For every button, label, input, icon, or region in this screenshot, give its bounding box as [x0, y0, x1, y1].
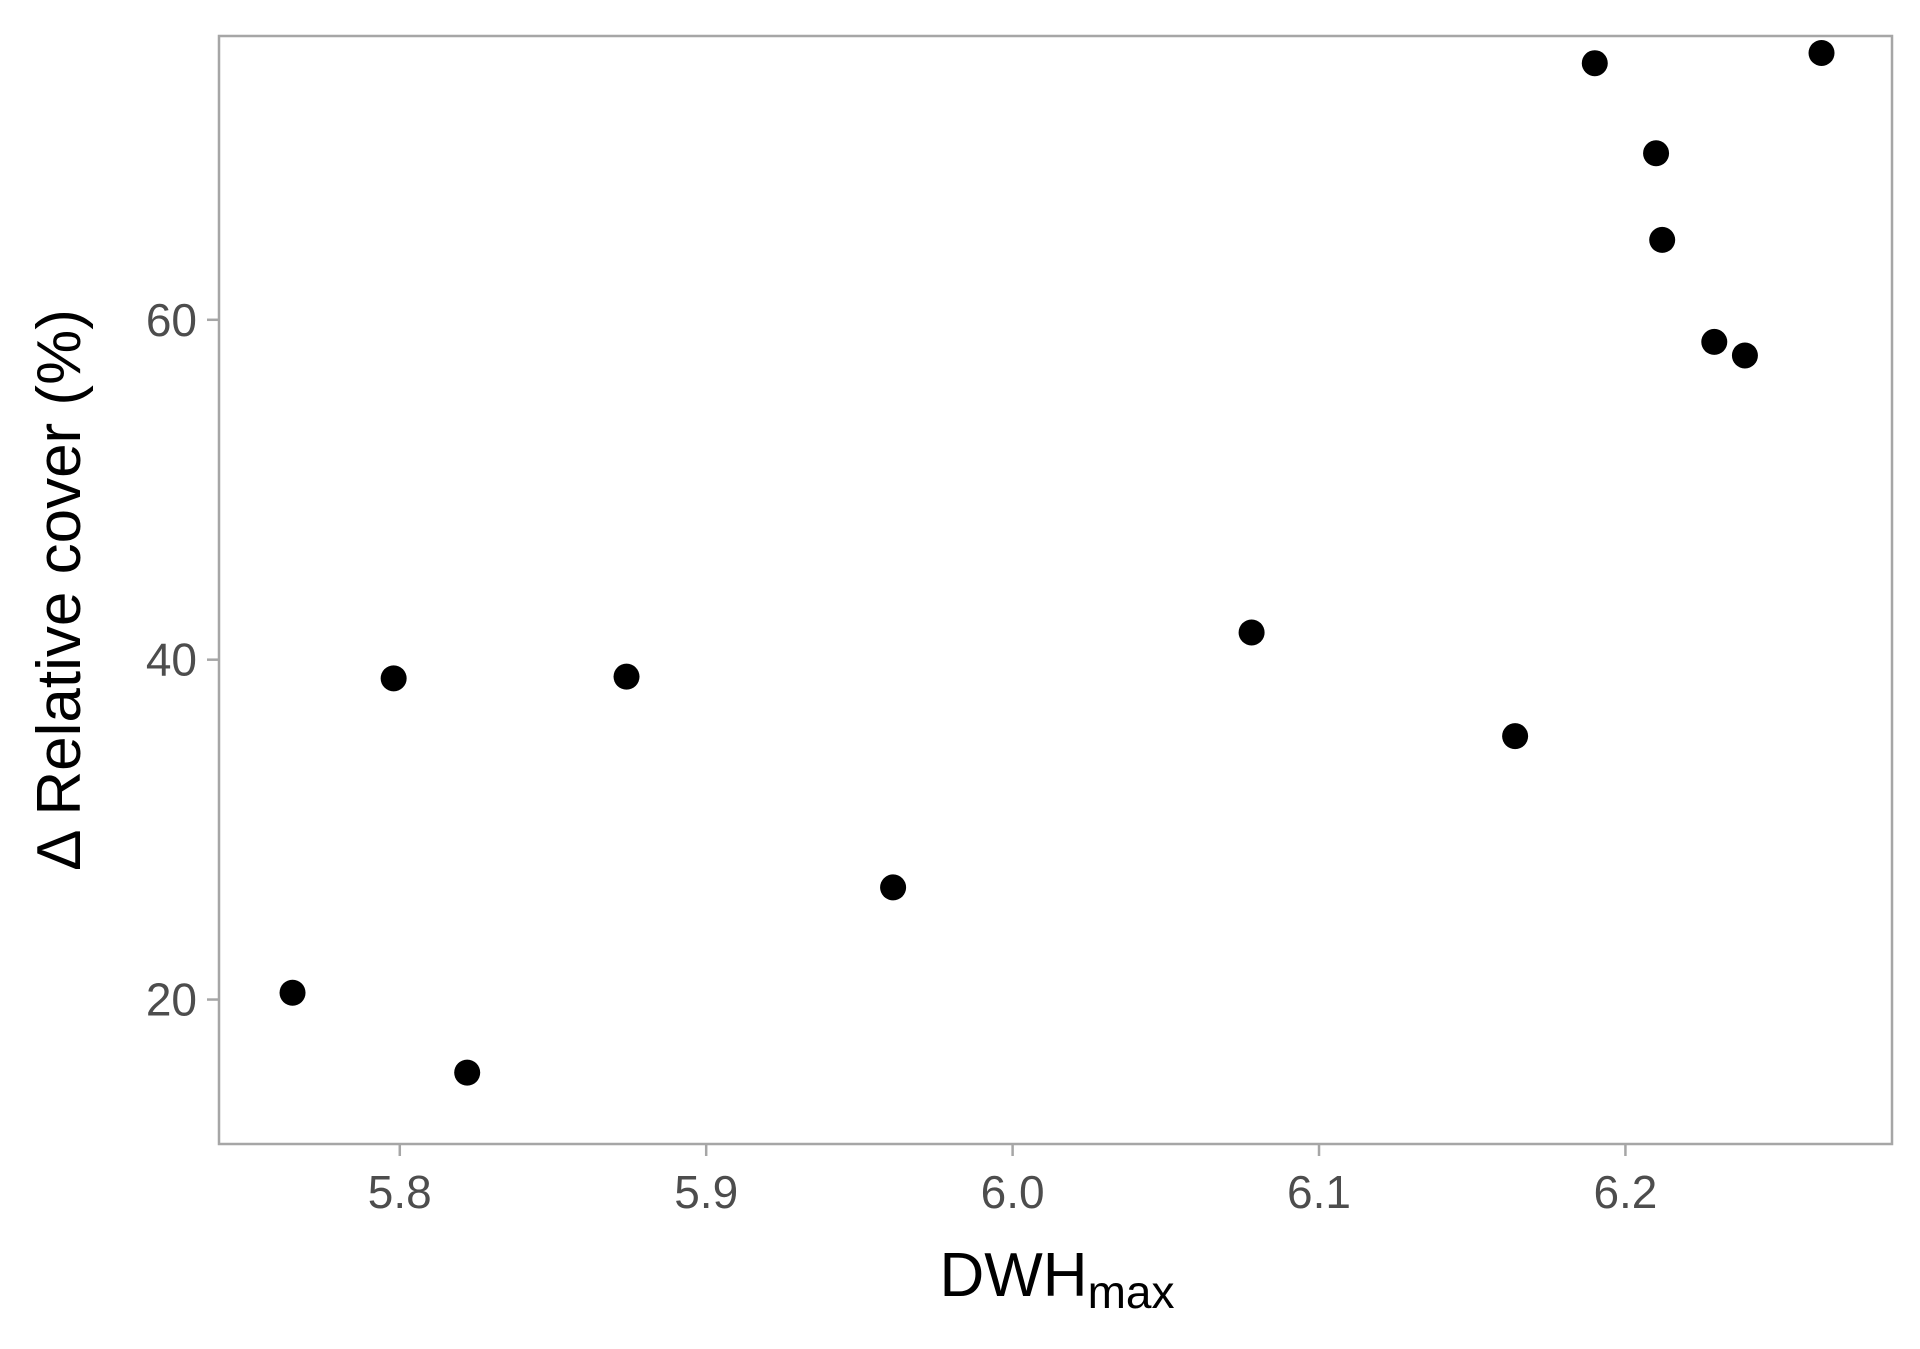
y-axis-ticks: 20 40 60	[146, 294, 219, 1026]
data-point	[1701, 328, 1728, 355]
x-tick-label: 6.2	[1593, 1166, 1657, 1218]
y-axis-title: Δ Relative cover (%)	[25, 309, 94, 871]
data-point	[1643, 140, 1670, 167]
x-tick-label: 6.0	[981, 1166, 1045, 1218]
data-point	[454, 1059, 481, 1086]
data-point	[380, 665, 407, 692]
data-point	[279, 979, 306, 1006]
x-axis-title-subscript: max	[1088, 1266, 1175, 1318]
data-point	[1731, 342, 1758, 369]
plot-frame	[217, 34, 1894, 1146]
data-point	[1649, 226, 1676, 253]
data-point	[613, 663, 640, 690]
x-axis-ticks: 5.8 5.9 6.0 6.1 6.2	[368, 1144, 1657, 1218]
y-tick-label: 60	[146, 294, 197, 346]
y-tick-label: 40	[146, 634, 197, 686]
x-tick-label: 5.9	[674, 1166, 738, 1218]
x-tick-label: 6.1	[1287, 1166, 1351, 1218]
x-axis-title: DWHmax	[940, 1241, 1175, 1318]
data-point	[1581, 50, 1608, 77]
data-points	[279, 39, 1835, 1086]
x-tick-label: 5.8	[368, 1166, 432, 1218]
data-point	[1502, 723, 1529, 750]
x-axis-title-main: DWH	[940, 1241, 1088, 1310]
y-tick-label: 20	[146, 974, 197, 1026]
data-point	[1808, 39, 1835, 66]
data-point	[1238, 619, 1265, 646]
data-point	[880, 874, 907, 901]
